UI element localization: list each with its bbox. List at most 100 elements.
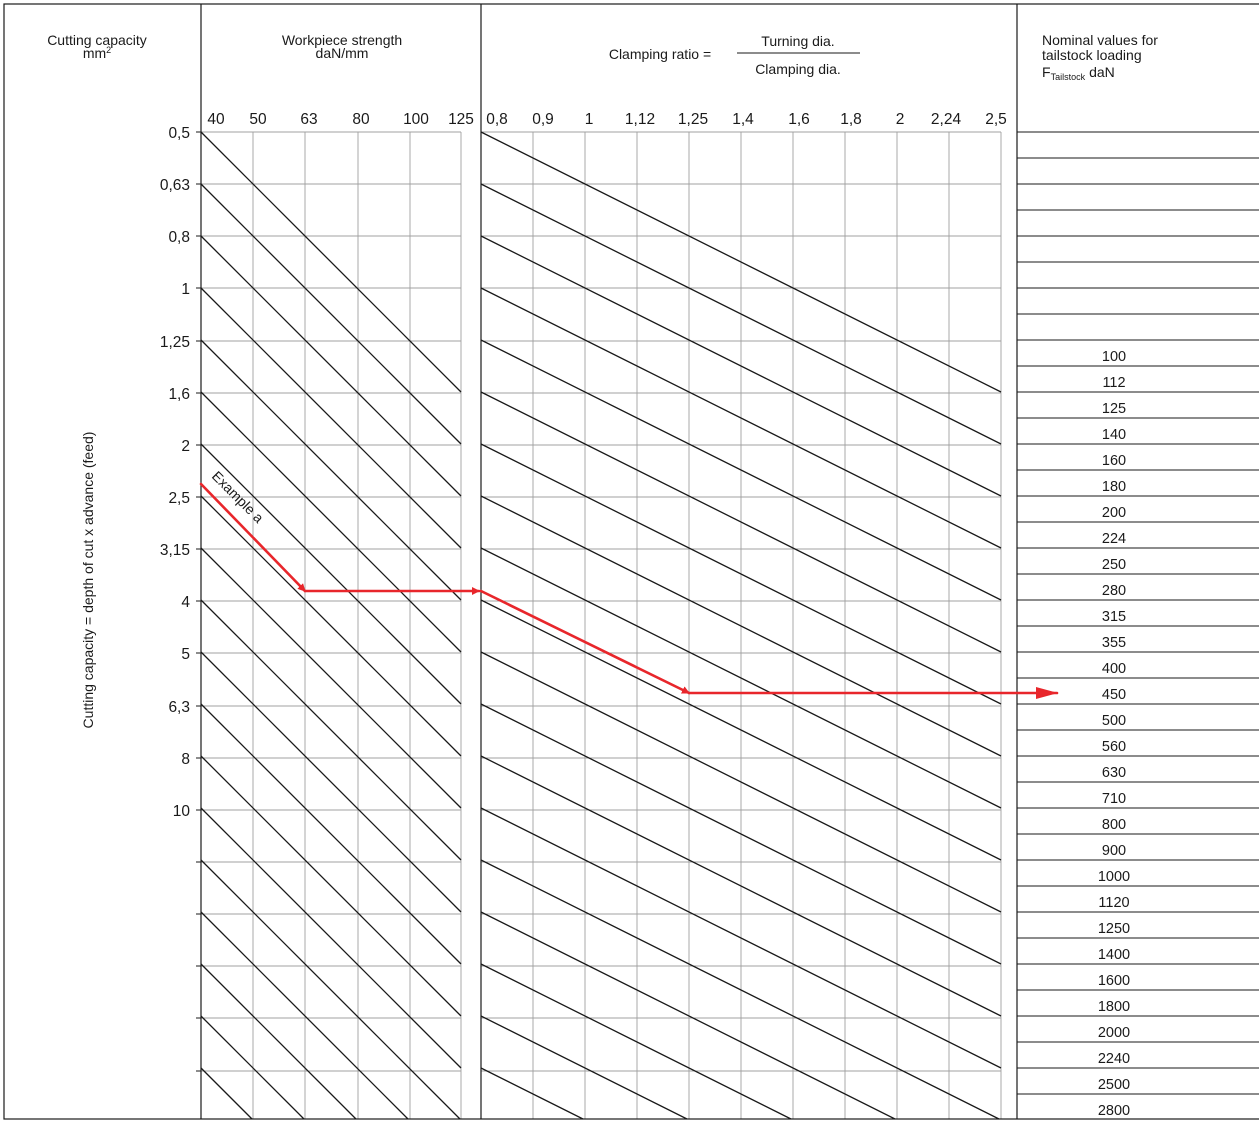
tailstock-header-line2: tailstock loading xyxy=(1042,47,1142,63)
tailstock-value-label: 630 xyxy=(1102,765,1126,781)
cutting-capacity-unit: mm2 xyxy=(83,45,111,61)
clamping-guide-line xyxy=(480,339,1002,601)
clamping-tick-label: 1,4 xyxy=(732,111,754,128)
tailstock-value-label: 1000 xyxy=(1098,869,1130,885)
clamping-guide-line xyxy=(480,859,1000,1120)
tailstock-value-label: 1400 xyxy=(1098,947,1130,963)
clamping-guide-line xyxy=(480,183,1002,445)
tailstock-value-label: 250 xyxy=(1102,557,1126,573)
strength-guide-line xyxy=(200,443,462,705)
tailstock-value-label: 2240 xyxy=(1098,1051,1130,1067)
capacity-value-label: 6,3 xyxy=(168,699,190,716)
strength-tick-label: 63 xyxy=(300,111,317,128)
clamping-tick-label: 2 xyxy=(896,111,905,128)
tailstock-value-label: 710 xyxy=(1102,791,1126,807)
strength-guide-line xyxy=(200,287,462,549)
tailstock-header-line3: FTailstock daN xyxy=(1042,64,1115,82)
clamping-guide-line xyxy=(480,235,1002,497)
clamping-guide-line xyxy=(480,1067,584,1120)
strength-tick-label: 40 xyxy=(207,111,225,128)
clamping-tick-label: 1 xyxy=(585,111,594,128)
clamping-tick-label: 1,8 xyxy=(840,111,862,128)
clamping-guide-line xyxy=(480,963,792,1120)
clamping-tick-label: 1,25 xyxy=(678,111,708,128)
y-axis-title: Cutting capacity = depth of cut x advanc… xyxy=(80,432,96,729)
clamping-guide-line xyxy=(480,755,1002,1017)
tailstock-value-label: 100 xyxy=(1102,349,1126,365)
tailstock-value-label: 355 xyxy=(1102,635,1126,651)
clamping-ratio-label: Clamping ratio = xyxy=(609,46,711,62)
tailstock-value-label: 280 xyxy=(1102,583,1126,599)
strength-guide-line xyxy=(200,755,462,1017)
capacity-value-label: 3,15 xyxy=(160,542,190,559)
strength-guide-line xyxy=(200,131,462,393)
strength-tick-label: 80 xyxy=(352,111,370,128)
capacity-value-label: 10 xyxy=(173,803,191,820)
workpiece-strength-unit: daN/mm xyxy=(316,45,369,61)
clamping-guide-line xyxy=(480,599,1002,861)
clamping-tick-label: 0,9 xyxy=(532,111,554,128)
tailstock-value-label: 315 xyxy=(1102,609,1126,625)
tailstock-value-label: 140 xyxy=(1102,427,1126,443)
tailstock-value-label: 560 xyxy=(1102,739,1126,755)
tailstock-value-label: 500 xyxy=(1102,713,1126,729)
capacity-value-label: 2 xyxy=(181,438,190,455)
workpiece-strength-header: Workpiece strength xyxy=(282,32,402,48)
strength-tick-label: 100 xyxy=(403,111,429,128)
strength-guide-line xyxy=(200,495,462,757)
example-segment-clamping xyxy=(479,589,691,695)
tailstock-value-label: 125 xyxy=(1102,401,1126,417)
clamping-guide-line xyxy=(480,911,896,1120)
clamping-tick-label: 2,24 xyxy=(931,111,962,128)
capacity-value-label: 0,8 xyxy=(168,229,190,246)
grid-lines xyxy=(201,131,1002,1119)
strength-guide-line xyxy=(200,807,462,1069)
strength-guide-line xyxy=(200,859,461,1120)
tailstock-value-label: 2500 xyxy=(1098,1077,1130,1093)
clamping-guide-line xyxy=(480,651,1002,913)
clamping-guide-line xyxy=(480,287,1002,549)
strength-guide-line xyxy=(200,599,462,861)
tailstock-value-label: 2800 xyxy=(1098,1103,1130,1119)
tailstock-value-label: 160 xyxy=(1102,453,1126,469)
chart-frame xyxy=(3,3,1259,1120)
capacity-value-label: 2,5 xyxy=(168,490,190,507)
strength-guide-line xyxy=(200,547,462,809)
strength-guide-line xyxy=(200,651,462,913)
clamping-ratio-numerator: Turning dia. xyxy=(761,33,834,49)
capacity-value-label: 4 xyxy=(181,594,190,611)
strength-guide-line xyxy=(200,703,462,965)
cutting-capacity-header: Cutting capacity xyxy=(47,32,147,48)
capacity-value-label: 0,63 xyxy=(160,177,190,194)
clamping-tick-label: 0,8 xyxy=(486,111,508,128)
tailstock-value-label: 112 xyxy=(1102,375,1125,391)
tailstock-value-label: 1120 xyxy=(1098,895,1129,911)
clamping-ratio-denominator: Clamping dia. xyxy=(755,61,841,77)
tailstock-value-label: 450 xyxy=(1102,687,1126,703)
clamping-tick-label: 1,6 xyxy=(788,111,810,128)
capacity-value-label: 5 xyxy=(181,646,190,663)
tailstock-value-label: 400 xyxy=(1102,661,1126,677)
clamping-guide-line xyxy=(480,547,1002,809)
capacity-value-label: 1 xyxy=(181,281,190,298)
strength-guide-line xyxy=(200,235,462,497)
clamping-guide-line xyxy=(480,443,1002,705)
tick-labels: 0,5 0,63 0,8 1 1,25 1,6 2 2,5 3,15 4 5 6,3 8 10 40 50 63… xyxy=(160,111,1130,1119)
strength-guide-line xyxy=(200,391,462,653)
tailstock-value-label: 900 xyxy=(1102,843,1126,859)
tailstock-value-label: 200 xyxy=(1102,505,1126,521)
tailstock-value-label: 224 xyxy=(1102,531,1126,547)
tailstock-value-label: 2000 xyxy=(1098,1025,1130,1041)
strength-guide-line xyxy=(200,1067,253,1120)
strength-guide-line xyxy=(200,963,357,1120)
outer-border xyxy=(3,3,1259,1120)
strength-guide-line xyxy=(200,183,462,445)
clamping-tick-label: 2,5 xyxy=(985,111,1007,128)
capacity-value-label: 1,6 xyxy=(168,386,190,403)
clamping-guide-line xyxy=(480,703,1002,965)
clamping-guide-line xyxy=(480,131,1002,393)
tailstock-value-label: 1600 xyxy=(1098,973,1130,989)
tailstock-value-label: 1250 xyxy=(1098,921,1130,937)
clamping-tick-label: 1,12 xyxy=(625,111,655,128)
